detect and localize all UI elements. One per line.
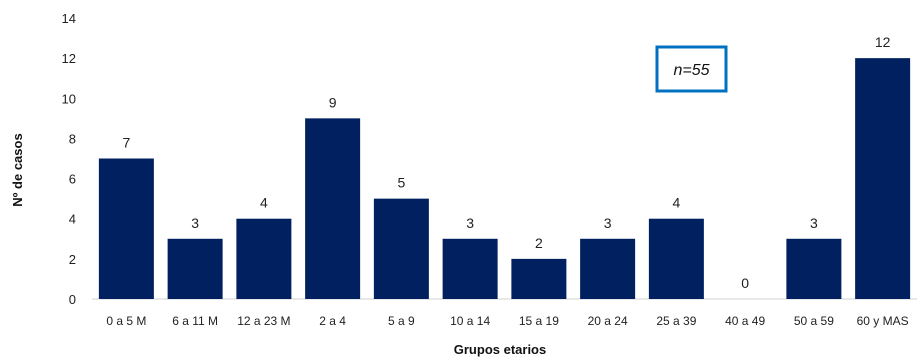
y-tick-label: 4 [69,212,76,227]
data-labels-group: 7 3 4 9 5 3 2 3 4 0 3 12 [122,34,890,291]
y-tick-label: 0 [69,292,76,307]
x-tick-label: 15 a 19 [519,314,559,328]
x-axis-title: Grupos etarios [454,342,546,357]
x-tick-label: 20 a 24 [588,314,628,328]
y-tick-label: 12 [62,51,76,66]
y-axis-title: Nº de casos [10,133,25,206]
y-tick-label: 14 [62,11,76,26]
x-tick-label: 60 y MAS [857,314,909,328]
x-tick-label: 50 a 59 [794,314,834,328]
bar [373,198,429,299]
x-tick-label: 5 a 9 [388,314,415,328]
x-tick-label: 25 a 39 [656,314,696,328]
data-label: 4 [260,195,268,211]
x-tick-label: 6 a 11 M [172,314,218,328]
x-tick-label: 0 a 5 M [106,314,146,328]
y-tick-label: 8 [69,131,76,146]
data-label: 4 [672,195,680,211]
x-tick-label: 12 a 23 M [237,314,290,328]
y-axis-ticks: 0 2 4 6 8 10 12 14 [62,11,76,307]
data-label: 7 [122,135,130,151]
bar [236,218,292,299]
x-axis-tick-labels: 0 a 5 M 6 a 11 M 12 a 23 M 2 a 4 5 a 9 10 a 1… [106,314,908,328]
sample-size-annotation: n=55 [655,45,728,93]
data-label: 3 [191,215,199,231]
data-label: 5 [397,175,405,191]
annotation-text: n=55 [673,62,709,79]
data-label: 0 [741,275,749,291]
data-label: 2 [535,235,543,251]
y-tick-label: 6 [69,172,76,187]
bars-group [98,58,911,300]
data-label: 3 [604,215,612,231]
bar [511,258,567,299]
data-label: 3 [810,215,818,231]
annotation-box [655,45,728,93]
bar [305,118,361,299]
bar [648,218,704,299]
bar [855,58,911,300]
bar [442,238,498,299]
bar [98,158,154,299]
data-label: 3 [466,215,474,231]
data-label: 9 [329,94,337,110]
x-tick-label: 10 a 14 [450,314,490,328]
x-tick-label: 40 a 49 [725,314,765,328]
y-tick-label: 10 [62,91,76,106]
x-tick-label: 2 a 4 [319,314,346,328]
bar [580,238,636,299]
bar [786,238,842,299]
data-label: 12 [875,34,891,50]
bar [167,238,223,299]
y-tick-label: 2 [69,252,76,267]
